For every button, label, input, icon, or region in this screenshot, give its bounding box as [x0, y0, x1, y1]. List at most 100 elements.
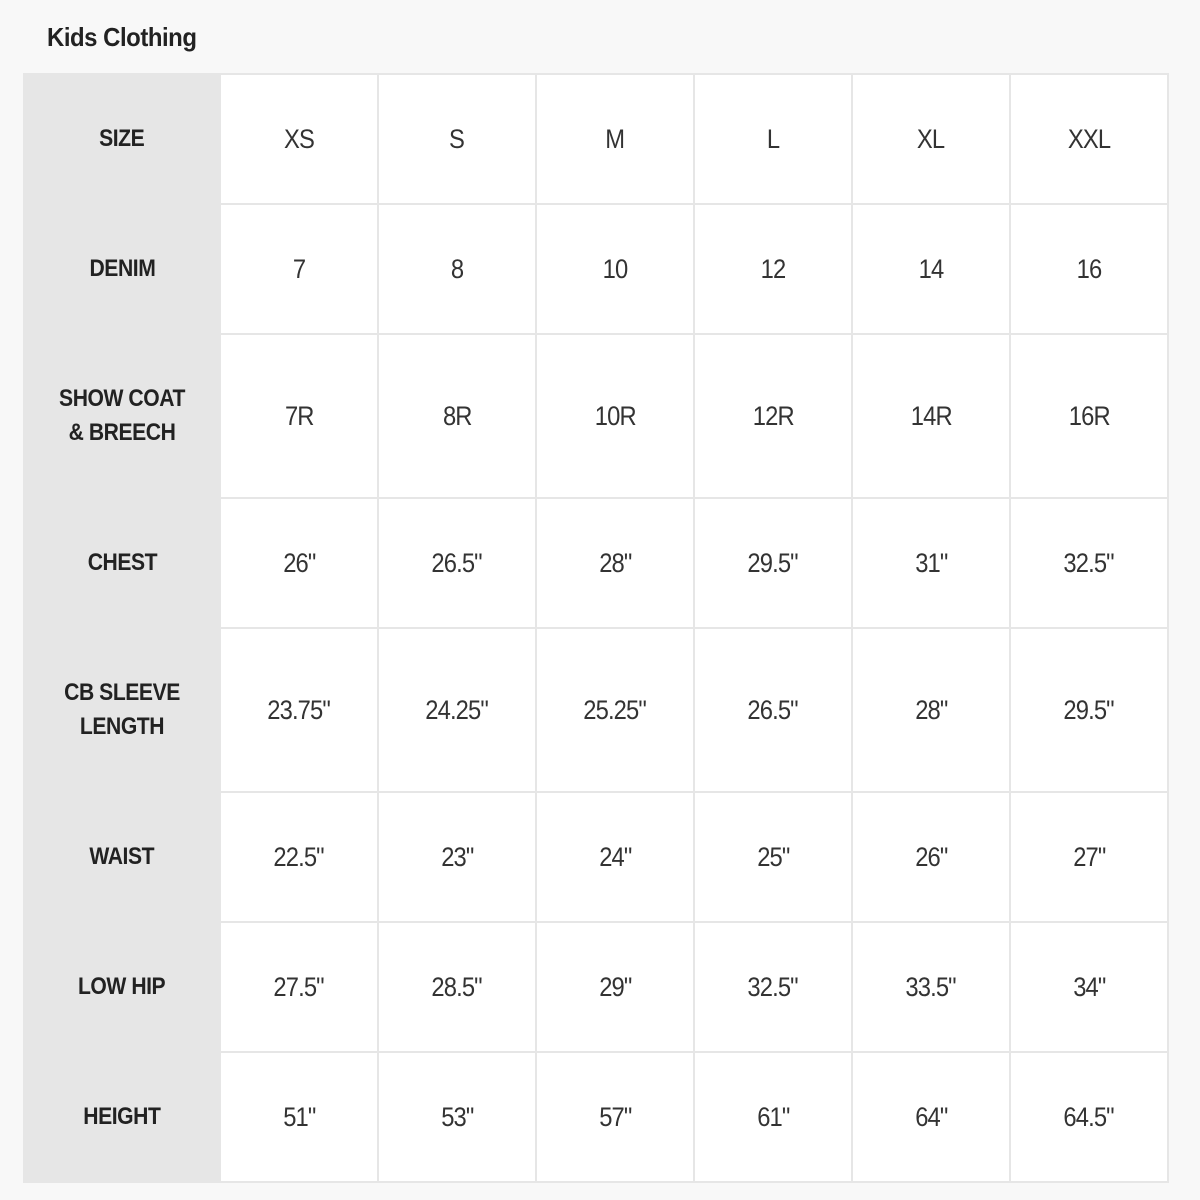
cell-value: XXL — [1067, 123, 1111, 154]
table-cell: 26" — [219, 497, 379, 629]
table-cell: 12R — [693, 333, 853, 499]
cell-value: M — [605, 123, 626, 154]
table-cell: 24.25" — [377, 627, 537, 793]
row-header-label: HEIGHT — [83, 1103, 161, 1130]
cell-value: 29.5" — [1063, 694, 1115, 725]
table-cell: 26" — [851, 791, 1011, 923]
row-header: LOW HIP — [23, 921, 221, 1053]
table-row: CB SLEEVE LENGTH 23.75" 24.25" 25.25" 26.5" 2… — [23, 627, 1169, 793]
cell-value: 16 — [1076, 253, 1103, 284]
cell-value: 10 — [602, 253, 629, 284]
cell-value: 32.5" — [1063, 547, 1115, 578]
cell-value: L — [766, 123, 780, 154]
table-cell: 12 — [693, 203, 853, 335]
table-cell: XL — [851, 73, 1011, 205]
page-title: Kids Clothing — [47, 22, 197, 52]
cell-value: 23.75" — [267, 694, 331, 725]
table-cell: 61" — [693, 1051, 853, 1183]
table-row: LOW HIP 27.5" 28.5" 29" 32.5" 33.5" 34" — [23, 921, 1169, 1053]
table-cell: 33.5" — [851, 921, 1011, 1053]
cell-value: 14 — [918, 253, 945, 284]
table-row: HEIGHT 51" 53" 57" 61" 64" 64.5" — [23, 1051, 1169, 1183]
row-header: WAIST — [23, 791, 221, 923]
table-cell: 51" — [219, 1051, 379, 1183]
table-cell: 28.5" — [377, 921, 537, 1053]
cell-value: S — [449, 123, 466, 154]
cell-value: 14R — [910, 400, 953, 431]
table-cell: 23" — [377, 791, 537, 923]
table-cell: 7R — [219, 333, 379, 499]
cell-value: 61" — [756, 1101, 790, 1132]
table-cell: XXL — [1009, 73, 1169, 205]
cell-value: 24.25" — [425, 694, 489, 725]
cell-value: 57" — [598, 1101, 632, 1132]
cell-value: 51" — [282, 1101, 316, 1132]
cell-value: 28.5" — [431, 971, 483, 1002]
cell-value: 27.5" — [273, 971, 325, 1002]
table-cell: 23.75" — [219, 627, 379, 793]
cell-value: 22.5" — [273, 841, 325, 872]
row-header-label: WAIST — [89, 843, 155, 870]
table-cell: 28" — [535, 497, 695, 629]
cell-value: 64" — [914, 1101, 948, 1132]
table-row: CHEST 26" 26.5" 28" 29.5" 31" 32.5" — [23, 497, 1169, 629]
table-cell: 64" — [851, 1051, 1011, 1183]
row-header-label: SHOW COAT & BREECH — [59, 385, 185, 446]
cell-value: 25.25" — [583, 694, 647, 725]
table-row: SHOW COAT & BREECH 7R 8R 10R 12R 14R 16R — [23, 333, 1169, 499]
row-header-label: CB SLEEVE LENGTH — [64, 679, 180, 740]
cell-value: 64.5" — [1063, 1101, 1115, 1132]
table-cell: 57" — [535, 1051, 695, 1183]
table-cell: 22.5" — [219, 791, 379, 923]
table-cell: L — [693, 73, 853, 205]
table-cell: 32.5" — [1009, 497, 1169, 629]
table-cell: M — [535, 73, 695, 205]
table-row: WAIST 22.5" 23" 24" 25" 26" 27" — [23, 791, 1169, 923]
table-row: DENIM 7 8 10 12 14 16 — [23, 203, 1169, 335]
table-cell: 26.5" — [377, 497, 537, 629]
cell-value: 31" — [914, 547, 948, 578]
cell-value: XS — [284, 123, 315, 154]
row-header: SHOW COAT & BREECH — [23, 333, 221, 499]
row-header-label: CHEST — [87, 549, 157, 576]
size-chart-body: SIZE XS S M L XL XXL DENIM 7 8 10 12 14 16 SHOW COAT &… — [23, 73, 1169, 1183]
cell-value: 34" — [1072, 971, 1106, 1002]
row-header-label: SIZE — [99, 125, 145, 152]
cell-value: 32.5" — [747, 971, 799, 1002]
row-header: HEIGHT — [23, 1051, 221, 1183]
table-cell: S — [377, 73, 537, 205]
cell-value: 8 — [450, 253, 464, 284]
table-cell: 27" — [1009, 791, 1169, 923]
cell-value: 29" — [598, 971, 632, 1002]
table-cell: 14 — [851, 203, 1011, 335]
cell-value: 28" — [598, 547, 632, 578]
cell-value: 8R — [442, 400, 472, 431]
table-cell: 7 — [219, 203, 379, 335]
row-header: CHEST — [23, 497, 221, 629]
table-cell: 29" — [535, 921, 695, 1053]
table-cell: 32.5" — [693, 921, 853, 1053]
cell-value: 7 — [292, 253, 306, 284]
table-cell: 16 — [1009, 203, 1169, 335]
cell-value: 12R — [752, 400, 795, 431]
cell-value: 26.5" — [431, 547, 483, 578]
table-cell: 31" — [851, 497, 1011, 629]
cell-value: 7R — [284, 400, 314, 431]
table-cell: 14R — [851, 333, 1011, 499]
cell-value: 23" — [440, 841, 474, 872]
row-header: SIZE — [23, 73, 221, 205]
table-cell: 28" — [851, 627, 1011, 793]
table-cell: 16R — [1009, 333, 1169, 499]
cell-value: 26.5" — [747, 694, 799, 725]
table-cell: 25.25" — [535, 627, 695, 793]
cell-value: 29.5" — [747, 547, 799, 578]
row-header-label: LOW HIP — [78, 973, 166, 1000]
table-cell: 53" — [377, 1051, 537, 1183]
table-cell: XS — [219, 73, 379, 205]
table-cell: 29.5" — [693, 497, 853, 629]
table-cell: 25" — [693, 791, 853, 923]
cell-value: 33.5" — [905, 971, 957, 1002]
table-cell: 24" — [535, 791, 695, 923]
cell-value: 26" — [914, 841, 948, 872]
row-header: DENIM — [23, 203, 221, 335]
